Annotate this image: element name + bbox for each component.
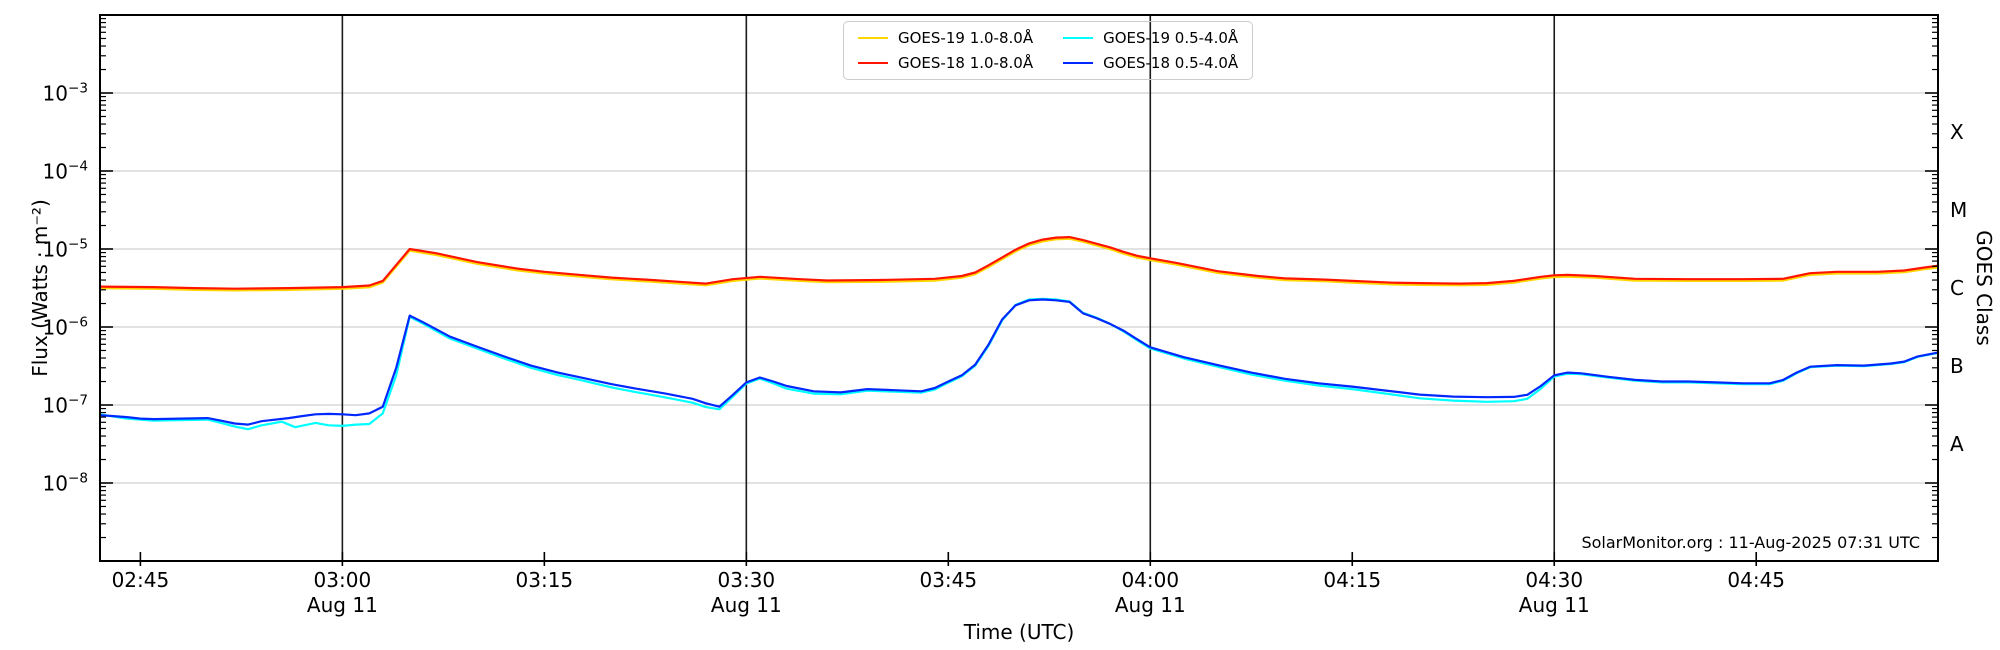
x-tick-label: 04:15 xyxy=(1323,568,1382,592)
legend-label: GOES-18 0.5-4.0Å xyxy=(1103,54,1239,72)
x-axis-title: Time (UTC) xyxy=(963,620,1075,644)
legend-item: GOES-19 1.0-8.0Å xyxy=(858,29,1033,47)
legend-item: GOES-19 0.5-4.0Å xyxy=(1063,29,1238,47)
y-tick-label: 10−6 xyxy=(42,314,89,340)
x-tick-date-label: Aug 11 xyxy=(1518,593,1590,617)
flux-curve xyxy=(98,236,1940,290)
y-tick-label: 10−8 xyxy=(42,470,89,496)
y-tick-label: 10−3 xyxy=(42,80,89,106)
x-tick-label: 03:30 xyxy=(717,568,776,592)
legend-item: GOES-18 0.5-4.0Å xyxy=(1063,54,1238,72)
y-axis-title: Flux (Watts · m⁻²) xyxy=(28,199,52,377)
x-tick-label: 04:00 xyxy=(1121,568,1180,592)
flux-curve xyxy=(98,298,1940,426)
credit-annotation: SolarMonitor.org : 11-Aug-2025 07:31 UTC xyxy=(1581,533,1920,552)
x-tick-label: 02:45 xyxy=(111,568,170,592)
y-tick-label: 10−7 xyxy=(42,392,89,418)
y-tick-label: 10−4 xyxy=(42,158,89,184)
x-tick-date-label: Aug 11 xyxy=(306,593,378,617)
goes-class-a-label: A xyxy=(1950,432,1964,456)
x-tick-label: 03:15 xyxy=(515,568,574,592)
legend-label: GOES-18 1.0-8.0Å xyxy=(898,54,1034,72)
legend-line-swatch xyxy=(858,62,888,64)
goes-class-c-label: C xyxy=(1950,276,1964,300)
x-tick-label: 03:45 xyxy=(919,568,978,592)
goes-class-m-label: M xyxy=(1950,198,1968,222)
legend-line-swatch xyxy=(1063,62,1094,64)
legend: GOES-19 1.0-8.0Å GOES-18 1.0-8.0Å GOES-19 … xyxy=(843,21,1254,80)
flux-curve xyxy=(98,237,1940,292)
legend-label: GOES-19 1.0-8.0Å xyxy=(898,29,1034,47)
x-tick-date-label: Aug 11 xyxy=(710,593,782,617)
legend-line-swatch xyxy=(858,37,888,39)
right-axis-title: GOES Class xyxy=(1972,230,1996,346)
goes-class-x-label: X xyxy=(1950,120,1964,144)
x-tick-label: 03:00 xyxy=(313,568,372,592)
x-tick-date-label: Aug 11 xyxy=(1114,593,1186,617)
legend-label: GOES-19 0.5-4.0Å xyxy=(1103,29,1239,47)
legend-item: GOES-18 1.0-8.0Å xyxy=(858,54,1033,72)
goes-class-b-label: B xyxy=(1950,354,1964,378)
x-tick-label: 04:30 xyxy=(1525,568,1584,592)
y-tick-label: 10−5 xyxy=(42,236,89,262)
legend-line-swatch xyxy=(1063,37,1094,39)
x-tick-label: 04:45 xyxy=(1727,568,1786,592)
plot-border xyxy=(99,14,1939,562)
